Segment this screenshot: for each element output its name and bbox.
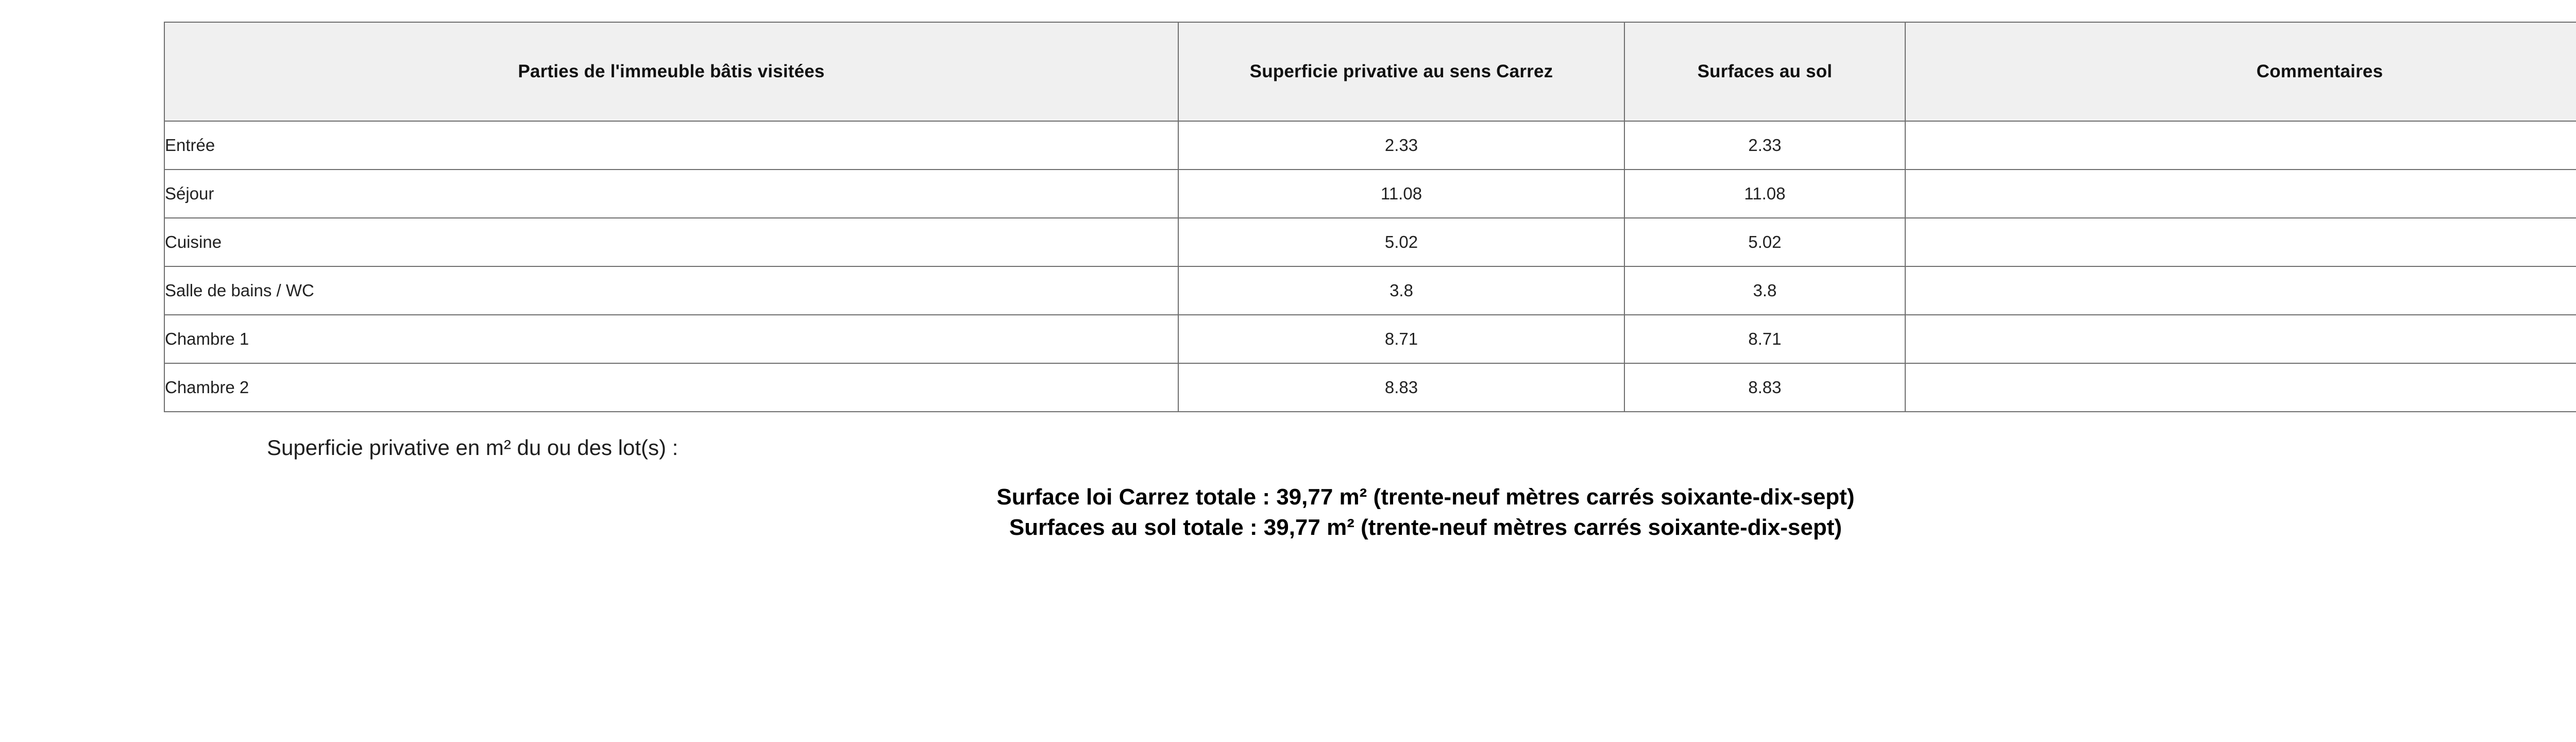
cell-room-name: Cuisine (164, 217, 1179, 267)
surface-table-container: Parties de l'immeuble bâtis visitées Sup… (164, 22, 2576, 412)
cell-carrez-area: 3.8 (1178, 266, 1625, 315)
cell-room-name: Chambre 2 (164, 363, 1179, 412)
surface-measurements-table: Parties de l'immeuble bâtis visitées Sup… (164, 22, 2576, 412)
table-row: Séjour 11.08 11.08 (164, 169, 2576, 218)
table-body: Entrée 2.33 2.33 Séjour 11.08 11.08 Cuis… (164, 121, 2576, 412)
cell-floor-area: 8.71 (1624, 314, 1906, 364)
table-row: Chambre 1 8.71 8.71 (164, 314, 2576, 364)
total-carrez-line: Surface loi Carrez totale : 39,77 m² (tr… (996, 484, 1855, 510)
cell-floor-area: 3.8 (1624, 266, 1906, 315)
cell-room-name: Salle de bains / WC (164, 266, 1179, 315)
table-row: Cuisine 5.02 5.02 (164, 217, 2576, 267)
cell-comment (1905, 217, 2576, 267)
cell-comment (1905, 121, 2576, 170)
table-row: Salle de bains / WC 3.8 3.8 (164, 266, 2576, 315)
table-row: Chambre 2 8.83 8.83 (164, 363, 2576, 412)
cell-carrez-area: 11.08 (1178, 169, 1625, 218)
table-row: Entrée 2.33 2.33 (164, 121, 2576, 170)
summary-lead-text: Superficie privative en m² du ou des lot… (267, 435, 679, 460)
column-header-carrez: Superficie privative au sens Carrez (1178, 22, 1625, 122)
cell-floor-area: 11.08 (1624, 169, 1906, 218)
cell-carrez-area: 8.83 (1178, 363, 1625, 412)
cell-comment (1905, 363, 2576, 412)
totals-block: Surface loi Carrez totale : 39,77 m² (tr… (0, 461, 2576, 543)
table-header: Parties de l'immeuble bâtis visitées Sup… (164, 22, 2576, 122)
cell-carrez-area: 2.33 (1178, 121, 1625, 170)
cell-room-name: Séjour (164, 169, 1179, 218)
table-header-row: Parties de l'immeuble bâtis visitées Sup… (164, 22, 2576, 122)
cell-comment (1905, 314, 2576, 364)
column-header-commentaires: Commentaires (1905, 22, 2576, 122)
total-floor-line: Surfaces au sol totale : 39,77 m² (trent… (1009, 514, 1842, 540)
cell-room-name: Chambre 1 (164, 314, 1179, 364)
column-header-parties: Parties de l'immeuble bâtis visitées (164, 22, 1179, 122)
cell-comment (1905, 169, 2576, 218)
cell-floor-area: 5.02 (1624, 217, 1906, 267)
cell-floor-area: 8.83 (1624, 363, 1906, 412)
cell-carrez-area: 8.71 (1178, 314, 1625, 364)
cell-floor-area: 2.33 (1624, 121, 1906, 170)
cell-carrez-area: 5.02 (1178, 217, 1625, 267)
cell-room-name: Entrée (164, 121, 1179, 170)
surface-summary: Superficie privative en m² du ou des lot… (0, 434, 2576, 543)
column-header-surfaces-sol: Surfaces au sol (1624, 22, 1906, 122)
cell-comment (1905, 266, 2576, 315)
